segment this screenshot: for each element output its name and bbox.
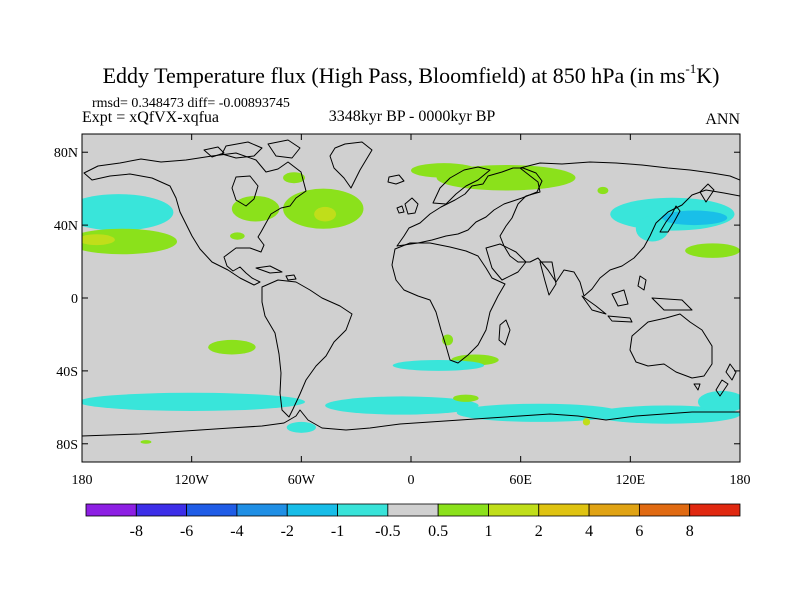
contour-region-1 — [230, 232, 245, 240]
coastline-africa — [391, 242, 506, 364]
colorbar-label: 8 — [686, 523, 694, 540]
colorbar-swatch — [689, 503, 741, 517]
colorbar-swatch — [337, 503, 389, 517]
colorbar-swatch — [488, 503, 540, 517]
lat-tick-label: 40N — [54, 219, 78, 234]
lon-tick-label: 60W — [288, 473, 316, 488]
period-label: 3348kyr BP - 0000kyr BP — [329, 108, 496, 125]
lon-tick-label: 60E — [509, 473, 532, 488]
colorbar-label: 2 — [535, 523, 543, 540]
contour-region-1 — [597, 186, 609, 195]
contour-region--1 — [697, 390, 740, 413]
lat-tick-label: 0 — [71, 292, 78, 307]
colorbar-swatch — [538, 503, 590, 517]
lon-tick-label: 120E — [616, 473, 646, 488]
coastline-australia — [629, 313, 713, 379]
coastline-south-america — [261, 279, 353, 418]
colorbar-swatch — [186, 503, 238, 517]
contour-region-1 — [140, 440, 152, 444]
coastline-north-america — [83, 152, 307, 286]
lon-tick-label: 180 — [72, 473, 93, 488]
lon-tick-label: 120W — [175, 473, 210, 488]
colorbar-swatch — [135, 503, 188, 517]
contour-region-1 — [436, 164, 576, 191]
contour-region--1 — [635, 216, 669, 242]
coastline-scandinavia — [432, 166, 491, 205]
colorbar-swatch — [387, 503, 439, 517]
colorbar-swatch — [286, 503, 338, 517]
coastline-iceland — [387, 174, 405, 185]
coastline-indonesia — [581, 275, 693, 323]
colorbar-swatch — [638, 503, 691, 517]
coastline-japan — [659, 205, 681, 233]
coastline-arabia — [485, 243, 527, 281]
contour-region-1 — [685, 243, 740, 258]
coastline-kamchatka — [699, 183, 715, 203]
contour-region-1 — [231, 195, 280, 222]
colorbar-swatch — [588, 503, 640, 517]
colorbar: -8 -6 -4 -2 -1 -0.5 0.5 1 2 4 6 8 — [85, 503, 741, 540]
contour-region-2 — [82, 234, 115, 246]
colorbar-label: -8 — [130, 523, 143, 540]
contour-region-1 — [208, 339, 256, 355]
colorbar-label: -1 — [331, 523, 344, 540]
experiment-label: Expt = xQfVX-xqfua — [82, 109, 219, 126]
colorbar-label: -4 — [230, 523, 243, 540]
coastline-new-zealand — [693, 363, 737, 397]
coastline-caribbean — [255, 265, 297, 281]
colorbar-label: 6 — [635, 523, 643, 540]
contour-region--1 — [325, 396, 479, 415]
coastline-europe — [396, 167, 543, 247]
contour-region-1 — [453, 394, 479, 402]
lat-tick-label: 40S — [56, 365, 78, 380]
coastline-british-isles — [396, 197, 419, 215]
contour-region--1 — [82, 194, 174, 231]
coastlines — [82, 139, 740, 437]
colorbar-swatch — [236, 503, 288, 517]
coastline-arctic-islands — [203, 139, 301, 159]
contour-region-2 — [314, 206, 337, 222]
lat-tick-label: 80S — [56, 438, 78, 453]
colorbar-label: 1 — [484, 523, 492, 540]
coastline-asia — [499, 161, 740, 297]
colorbar-swatch — [85, 503, 137, 517]
colorbar-label: 0.5 — [428, 523, 448, 540]
colorbar-label: -6 — [180, 523, 193, 540]
lon-tick-label: 0 — [408, 473, 415, 488]
contour-region--1 — [286, 421, 316, 433]
coastline-greenland — [329, 141, 373, 189]
contour-region--1 — [392, 359, 485, 371]
contour-region-1 — [283, 172, 305, 184]
contour-region--1 — [82, 392, 305, 411]
coastline-antarctica — [82, 409, 740, 437]
coastline-india — [539, 261, 557, 296]
title-superscript: -1 — [685, 61, 696, 76]
contour-region-2 — [582, 418, 591, 426]
lat-tick-label: 80N — [54, 146, 78, 161]
title-main: Eddy Temperature flux (High Pass, Bloomf… — [103, 63, 686, 88]
title-end: K) — [696, 63, 719, 88]
lon-tick-label: 180 — [730, 473, 751, 488]
map-ticks: 80N 40N 0 40S 80S 180 120W 60W 0 60E 120E 180 — [54, 134, 751, 488]
colorbar-label: -0.5 — [375, 523, 400, 540]
contour-region--1 — [593, 405, 740, 424]
stats-text: rmsd= 0.348473 diff= -0.00893745 — [92, 96, 290, 111]
contour-region--2 — [661, 210, 728, 226]
figure-title: Eddy Temperature flux (High Pass, Bloomf… — [103, 61, 720, 88]
colorbar-swatch — [437, 503, 489, 517]
coastline-hudson-bay — [231, 175, 259, 207]
season-label: ANN — [705, 111, 740, 128]
coastline-madagascar — [498, 319, 511, 346]
colorbar-label: -2 — [281, 523, 294, 540]
colorbar-label: 4 — [585, 523, 593, 540]
